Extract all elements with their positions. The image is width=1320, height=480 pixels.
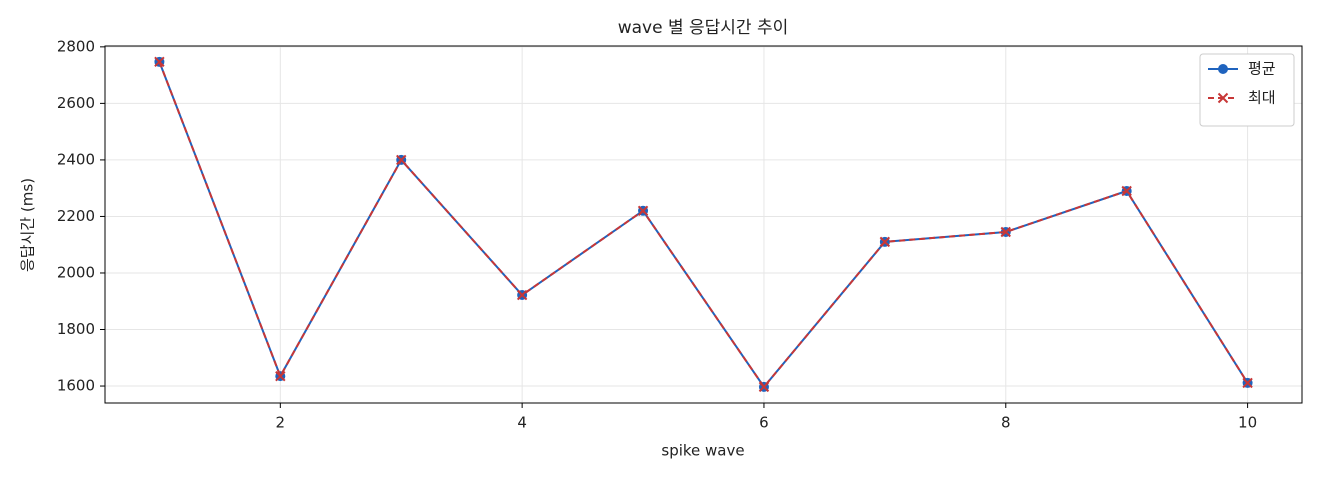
marker — [396, 154, 407, 166]
x-tick-label: 6 — [759, 414, 769, 432]
series-line — [158, 61, 1249, 389]
plot-frame — [104, 45, 1303, 404]
marker — [637, 205, 649, 216]
series-line — [158, 61, 1249, 389]
marker — [1121, 185, 1132, 197]
x-tick-label: 10 — [1238, 414, 1257, 432]
marker — [758, 381, 770, 393]
legend-marker — [1217, 92, 1229, 104]
marker — [154, 56, 165, 68]
y-tick-label: 2600 — [57, 94, 95, 112]
x-tick-label: 4 — [517, 414, 527, 432]
y-tick-label: 1600 — [57, 377, 95, 395]
legend-label: 최대 — [1248, 89, 1276, 107]
y-tick-label: 2000 — [57, 263, 95, 281]
x-tick-label: 8 — [1001, 414, 1011, 432]
chart-title: wave 별 응답시간 추이 — [618, 18, 789, 38]
legend-label: 평균 — [1248, 60, 1276, 78]
y-tick-label: 2200 — [57, 207, 95, 225]
legend-marker — [1218, 64, 1228, 74]
legend-box — [1199, 53, 1295, 127]
marker — [1000, 226, 1011, 238]
marker — [275, 370, 286, 382]
y-tick-label: 1800 — [57, 320, 95, 338]
marker — [516, 289, 528, 301]
marker — [1242, 377, 1253, 389]
y-axis-label: 응답시간 (ms) — [19, 178, 37, 272]
x-axis-label: spike wave — [661, 442, 744, 460]
x-tick-label: 2 — [276, 414, 286, 432]
y-tick-label: 2400 — [57, 150, 95, 168]
marker — [879, 236, 891, 248]
y-tick-label: 2800 — [57, 37, 95, 55]
